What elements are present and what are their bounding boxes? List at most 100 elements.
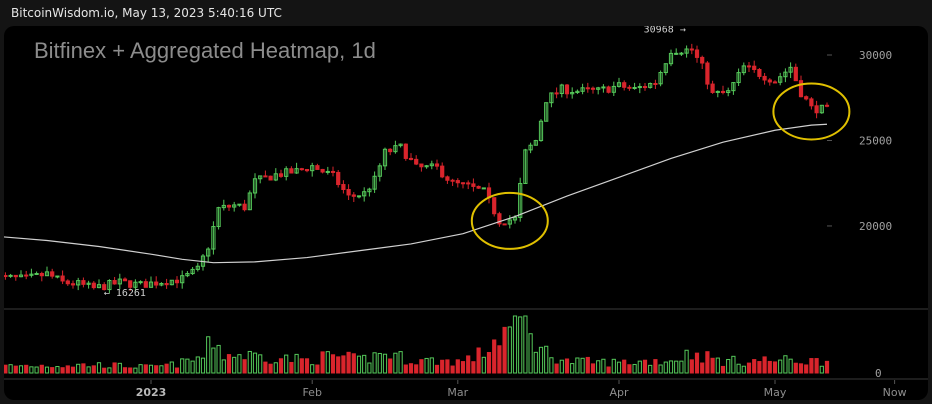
candle-body xyxy=(91,282,96,289)
volume-bar xyxy=(206,336,211,374)
volume-bar xyxy=(185,358,190,374)
candle-body xyxy=(315,165,320,170)
volume-bar xyxy=(512,315,518,374)
candle-body xyxy=(533,140,538,146)
candle-body xyxy=(258,175,263,180)
header-text: BitcoinWisdom.io, May 13, 2023 5:40:16 U… xyxy=(11,6,282,20)
volume-bar xyxy=(96,362,102,374)
volume-bar xyxy=(819,365,824,374)
candle-body xyxy=(653,83,658,86)
candle-body xyxy=(590,87,596,90)
candle-body xyxy=(616,82,622,87)
candle-body xyxy=(211,226,216,250)
volume-bar xyxy=(268,363,273,374)
volume-bar xyxy=(263,361,268,374)
highlight-circle xyxy=(772,82,851,141)
candle-body xyxy=(658,72,663,85)
volume-bar xyxy=(24,364,29,374)
candle-body xyxy=(346,188,351,196)
volume-bar xyxy=(164,363,169,374)
candle-body xyxy=(341,184,346,190)
heatmap-chart: 20000 25000 30000 30968 → ← 16261 0 2023 Feb Mar… xyxy=(4,26,928,399)
volume-bar xyxy=(65,365,70,374)
candle-body xyxy=(382,148,388,167)
volume-bar xyxy=(523,315,528,374)
candle-body xyxy=(601,86,606,89)
candle-body xyxy=(419,163,424,168)
candle-body xyxy=(81,280,86,285)
candle-body xyxy=(564,84,570,95)
candle-body xyxy=(325,170,330,173)
candle-body xyxy=(793,66,798,82)
high-annotation: 30968 → xyxy=(644,26,686,36)
candle-body xyxy=(18,274,24,278)
volume-bar xyxy=(679,360,684,374)
volume-bar xyxy=(4,364,8,374)
candle-body xyxy=(757,68,762,77)
candle-body xyxy=(299,168,304,171)
volume-tick-label: 0 xyxy=(875,367,882,380)
top-bar: BitcoinWisdom.io, May 13, 2023 5:40:16 U… xyxy=(0,0,932,26)
volume-bar xyxy=(648,364,653,374)
candle-body xyxy=(767,79,772,83)
candle-body xyxy=(648,83,653,88)
candle-body xyxy=(247,192,252,211)
candle-body xyxy=(393,145,398,153)
candle-body xyxy=(86,282,91,285)
volume-bar xyxy=(315,364,320,374)
candle-body xyxy=(507,219,512,225)
candle-body xyxy=(148,281,154,288)
candle-body xyxy=(580,87,585,92)
candle-body xyxy=(226,204,232,208)
volume-bar xyxy=(674,360,679,374)
candle-body xyxy=(216,207,221,228)
volume-bar xyxy=(710,357,715,374)
volume-bar xyxy=(455,359,460,374)
candle-body xyxy=(117,278,122,285)
volume-bar xyxy=(486,351,492,374)
volume-bar xyxy=(408,363,414,374)
candle-body xyxy=(804,96,809,100)
candle-body xyxy=(606,86,611,93)
candle-body xyxy=(351,194,356,197)
candle-body xyxy=(263,175,268,178)
volume-bar xyxy=(658,364,663,374)
volume-bar xyxy=(200,357,206,374)
volume-bar xyxy=(564,358,570,374)
candle-body xyxy=(736,72,741,84)
volume-bar xyxy=(414,364,419,374)
volume-bar xyxy=(533,351,538,374)
candle-body xyxy=(596,87,601,90)
volume-bar xyxy=(190,360,195,374)
volume-bar xyxy=(320,351,325,374)
candle-body xyxy=(159,283,164,286)
volume-bar xyxy=(403,364,408,374)
candle-body xyxy=(824,104,830,107)
volume-bar xyxy=(772,361,778,374)
candle-body xyxy=(710,83,715,93)
volume-bar xyxy=(528,333,533,374)
candle-body xyxy=(356,195,362,198)
candle-body xyxy=(502,223,507,226)
volume-bar xyxy=(50,367,55,374)
candle-body xyxy=(460,182,466,185)
x-tick-label: Feb xyxy=(302,386,321,399)
candle-body xyxy=(122,278,128,282)
candle-body xyxy=(476,185,481,189)
volume-bar xyxy=(304,358,310,374)
volume-bar xyxy=(694,352,700,374)
candle-body xyxy=(674,52,679,55)
candle-body xyxy=(320,168,325,173)
candle-body xyxy=(398,143,403,147)
candle-body xyxy=(632,86,637,89)
candle-body xyxy=(55,275,60,278)
volume-bar xyxy=(689,359,694,374)
volume-bar xyxy=(804,364,809,374)
volume-bar xyxy=(419,359,424,374)
volume-bar xyxy=(8,364,13,374)
volume-bar xyxy=(107,367,112,374)
low-annotation: ← 16261 xyxy=(104,288,146,299)
candle-body xyxy=(679,52,684,55)
volume-bar xyxy=(232,356,237,374)
volume-bar xyxy=(247,350,252,374)
